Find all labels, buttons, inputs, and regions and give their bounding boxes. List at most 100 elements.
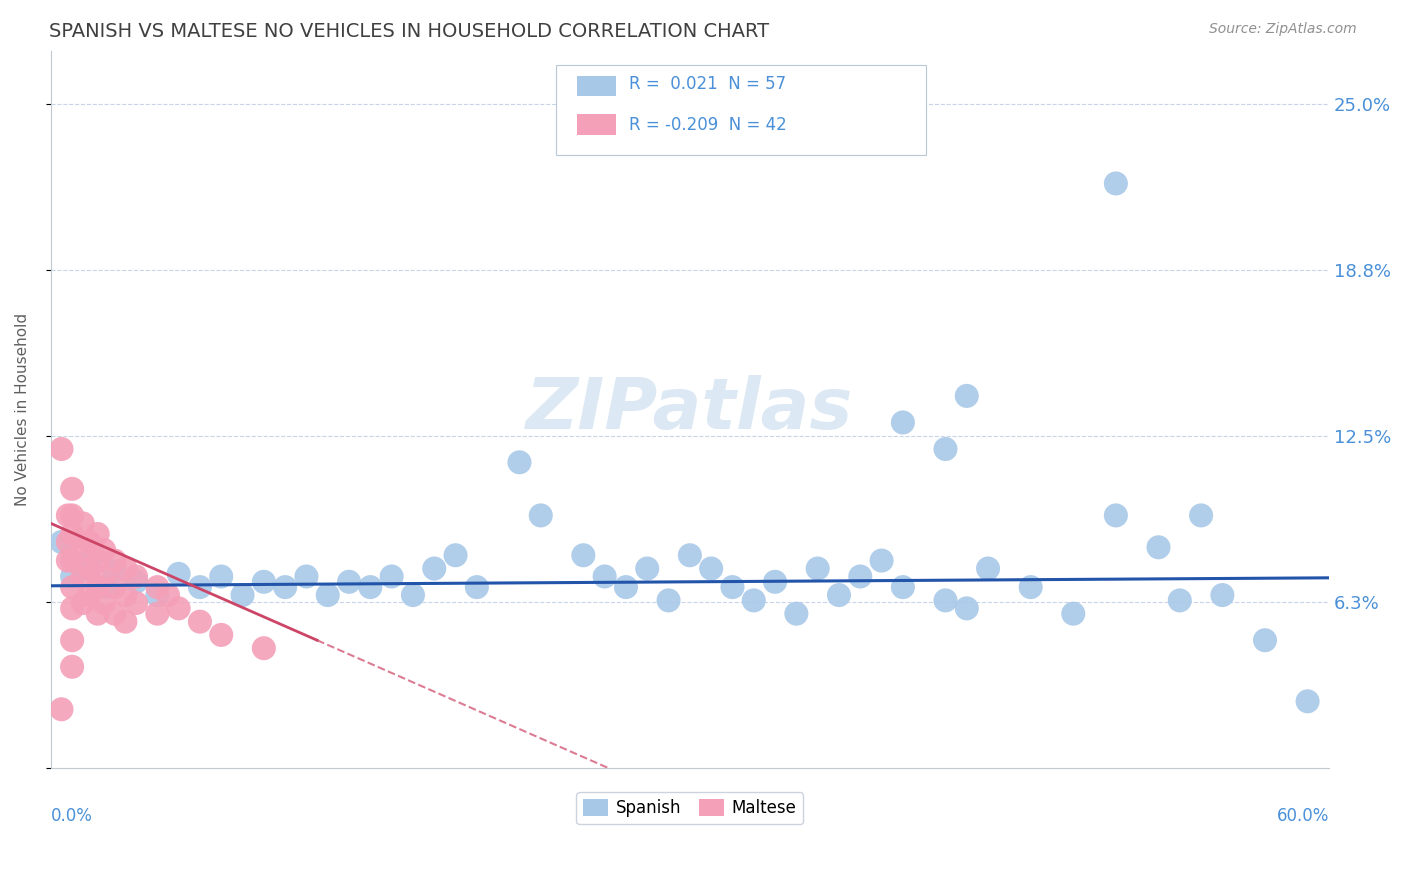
- Point: [188, 580, 211, 594]
- Text: ZIPatlas: ZIPatlas: [526, 375, 853, 443]
- Point: [849, 569, 872, 583]
- Point: [742, 593, 765, 607]
- FancyBboxPatch shape: [578, 76, 616, 95]
- Point: [1296, 694, 1319, 708]
- Point: [763, 574, 786, 589]
- Point: [77, 561, 100, 575]
- Point: [86, 527, 108, 541]
- Point: [167, 601, 190, 615]
- Point: [56, 508, 79, 523]
- Point: [114, 588, 136, 602]
- Point: [870, 553, 893, 567]
- Point: [253, 574, 276, 589]
- Point: [72, 516, 94, 531]
- Y-axis label: No Vehicles in Household: No Vehicles in Household: [15, 312, 30, 506]
- Point: [316, 588, 339, 602]
- Point: [807, 561, 830, 575]
- Point: [60, 569, 83, 583]
- Point: [125, 574, 148, 589]
- Point: [82, 548, 104, 562]
- Point: [956, 601, 979, 615]
- Point: [593, 569, 616, 583]
- Point: [658, 593, 681, 607]
- Point: [209, 569, 232, 583]
- Point: [508, 455, 530, 469]
- Text: SPANISH VS MALTESE NO VEHICLES IN HOUSEHOLD CORRELATION CHART: SPANISH VS MALTESE NO VEHICLES IN HOUSEH…: [49, 22, 769, 41]
- Point: [188, 615, 211, 629]
- Point: [125, 569, 148, 583]
- Point: [72, 596, 94, 610]
- Point: [828, 588, 851, 602]
- Point: [146, 580, 169, 594]
- Text: Source: ZipAtlas.com: Source: ZipAtlas.com: [1209, 22, 1357, 37]
- Point: [956, 389, 979, 403]
- Point: [86, 580, 108, 594]
- Text: 60.0%: 60.0%: [1277, 807, 1329, 825]
- Point: [77, 535, 100, 549]
- Point: [72, 543, 94, 558]
- Point: [977, 561, 1000, 575]
- Point: [402, 588, 425, 602]
- Point: [86, 607, 108, 621]
- Point: [60, 508, 83, 523]
- Point: [1147, 541, 1170, 555]
- Point: [1211, 588, 1233, 602]
- Point: [72, 561, 94, 575]
- Point: [51, 535, 73, 549]
- Point: [232, 588, 254, 602]
- Point: [114, 615, 136, 629]
- Point: [60, 527, 83, 541]
- Point: [146, 607, 169, 621]
- Point: [1189, 508, 1212, 523]
- Point: [60, 482, 83, 496]
- Point: [1105, 508, 1128, 523]
- Point: [156, 588, 179, 602]
- Point: [1019, 580, 1042, 594]
- Point: [104, 553, 127, 567]
- Point: [721, 580, 744, 594]
- Point: [700, 561, 723, 575]
- Point: [104, 607, 127, 621]
- Point: [423, 561, 446, 575]
- Point: [444, 548, 467, 562]
- Point: [77, 588, 100, 602]
- Point: [636, 561, 658, 575]
- Point: [51, 702, 73, 716]
- Point: [51, 442, 73, 456]
- Point: [934, 442, 956, 456]
- Point: [1062, 607, 1084, 621]
- Point: [56, 535, 79, 549]
- Point: [465, 580, 488, 594]
- Point: [785, 607, 807, 621]
- Point: [93, 596, 115, 610]
- Point: [56, 553, 79, 567]
- Point: [93, 569, 115, 583]
- Point: [104, 564, 127, 578]
- Point: [60, 553, 83, 567]
- Point: [60, 601, 83, 615]
- Point: [572, 548, 595, 562]
- Point: [891, 416, 914, 430]
- FancyBboxPatch shape: [578, 114, 616, 135]
- Point: [93, 543, 115, 558]
- Point: [614, 580, 637, 594]
- Point: [209, 628, 232, 642]
- Point: [679, 548, 702, 562]
- Point: [381, 569, 404, 583]
- Point: [93, 580, 115, 594]
- Point: [125, 596, 148, 610]
- Point: [104, 580, 127, 594]
- Point: [295, 569, 318, 583]
- Point: [253, 641, 276, 656]
- Point: [86, 553, 108, 567]
- Point: [1168, 593, 1191, 607]
- Point: [167, 566, 190, 581]
- Text: R =  0.021  N = 57: R = 0.021 N = 57: [628, 76, 786, 94]
- Text: 0.0%: 0.0%: [51, 807, 93, 825]
- FancyBboxPatch shape: [555, 65, 927, 154]
- Point: [114, 561, 136, 575]
- Point: [530, 508, 553, 523]
- Point: [72, 569, 94, 583]
- Point: [337, 574, 360, 589]
- Point: [359, 580, 381, 594]
